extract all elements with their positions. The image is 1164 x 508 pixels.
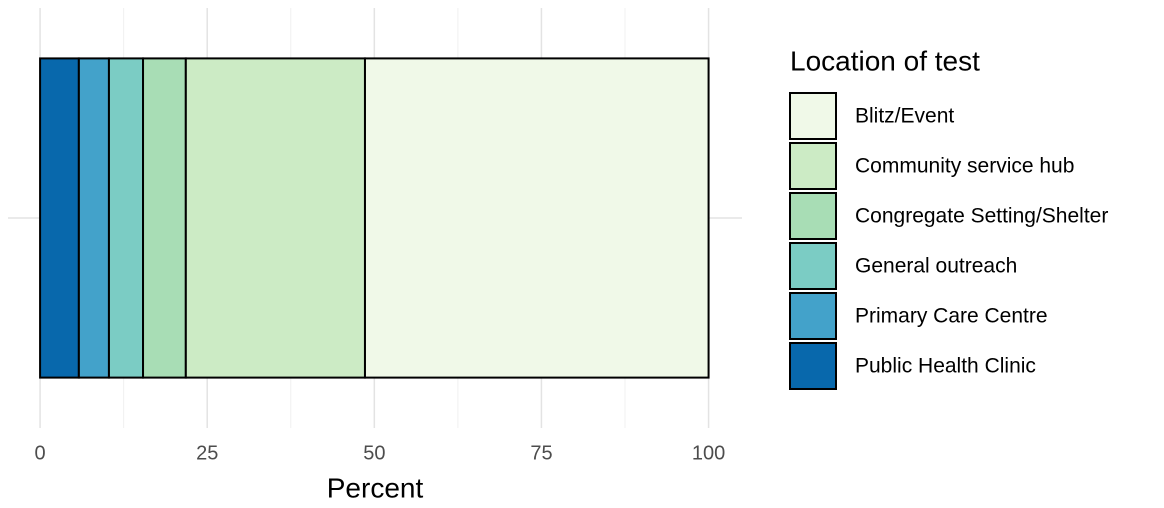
- legend-label: Community service hub: [855, 155, 1074, 178]
- x-tick-label: 100: [692, 442, 725, 464]
- bar-segment: [107, 57, 145, 379]
- legend-label: General outreach: [855, 255, 1017, 278]
- legend-label: Congregate Setting/Shelter: [855, 205, 1108, 228]
- legend-label: Public Health Clinic: [855, 355, 1036, 378]
- legend-title: Location of test: [790, 45, 980, 76]
- legend-key: [789, 92, 837, 140]
- x-tick-label: 75: [530, 442, 552, 464]
- bar-segment: [363, 57, 710, 379]
- bar-segment: [142, 57, 187, 379]
- bar-segment: [77, 57, 110, 379]
- x-tick-label: 50: [363, 442, 385, 464]
- legend-key: [789, 192, 837, 240]
- x-axis-title: Percent: [327, 472, 424, 503]
- legend-key: [789, 242, 837, 290]
- bar-segment: [39, 57, 80, 379]
- legend-key: [789, 292, 837, 340]
- legend-key: [789, 342, 837, 390]
- legend-label: Blitz/Event: [855, 105, 954, 128]
- bar-segment: [184, 57, 366, 379]
- legend-label: Primary Care Centre: [855, 305, 1048, 328]
- legend-key: [789, 142, 837, 190]
- x-tick-label: 0: [35, 442, 46, 464]
- x-tick-label: 25: [196, 442, 218, 464]
